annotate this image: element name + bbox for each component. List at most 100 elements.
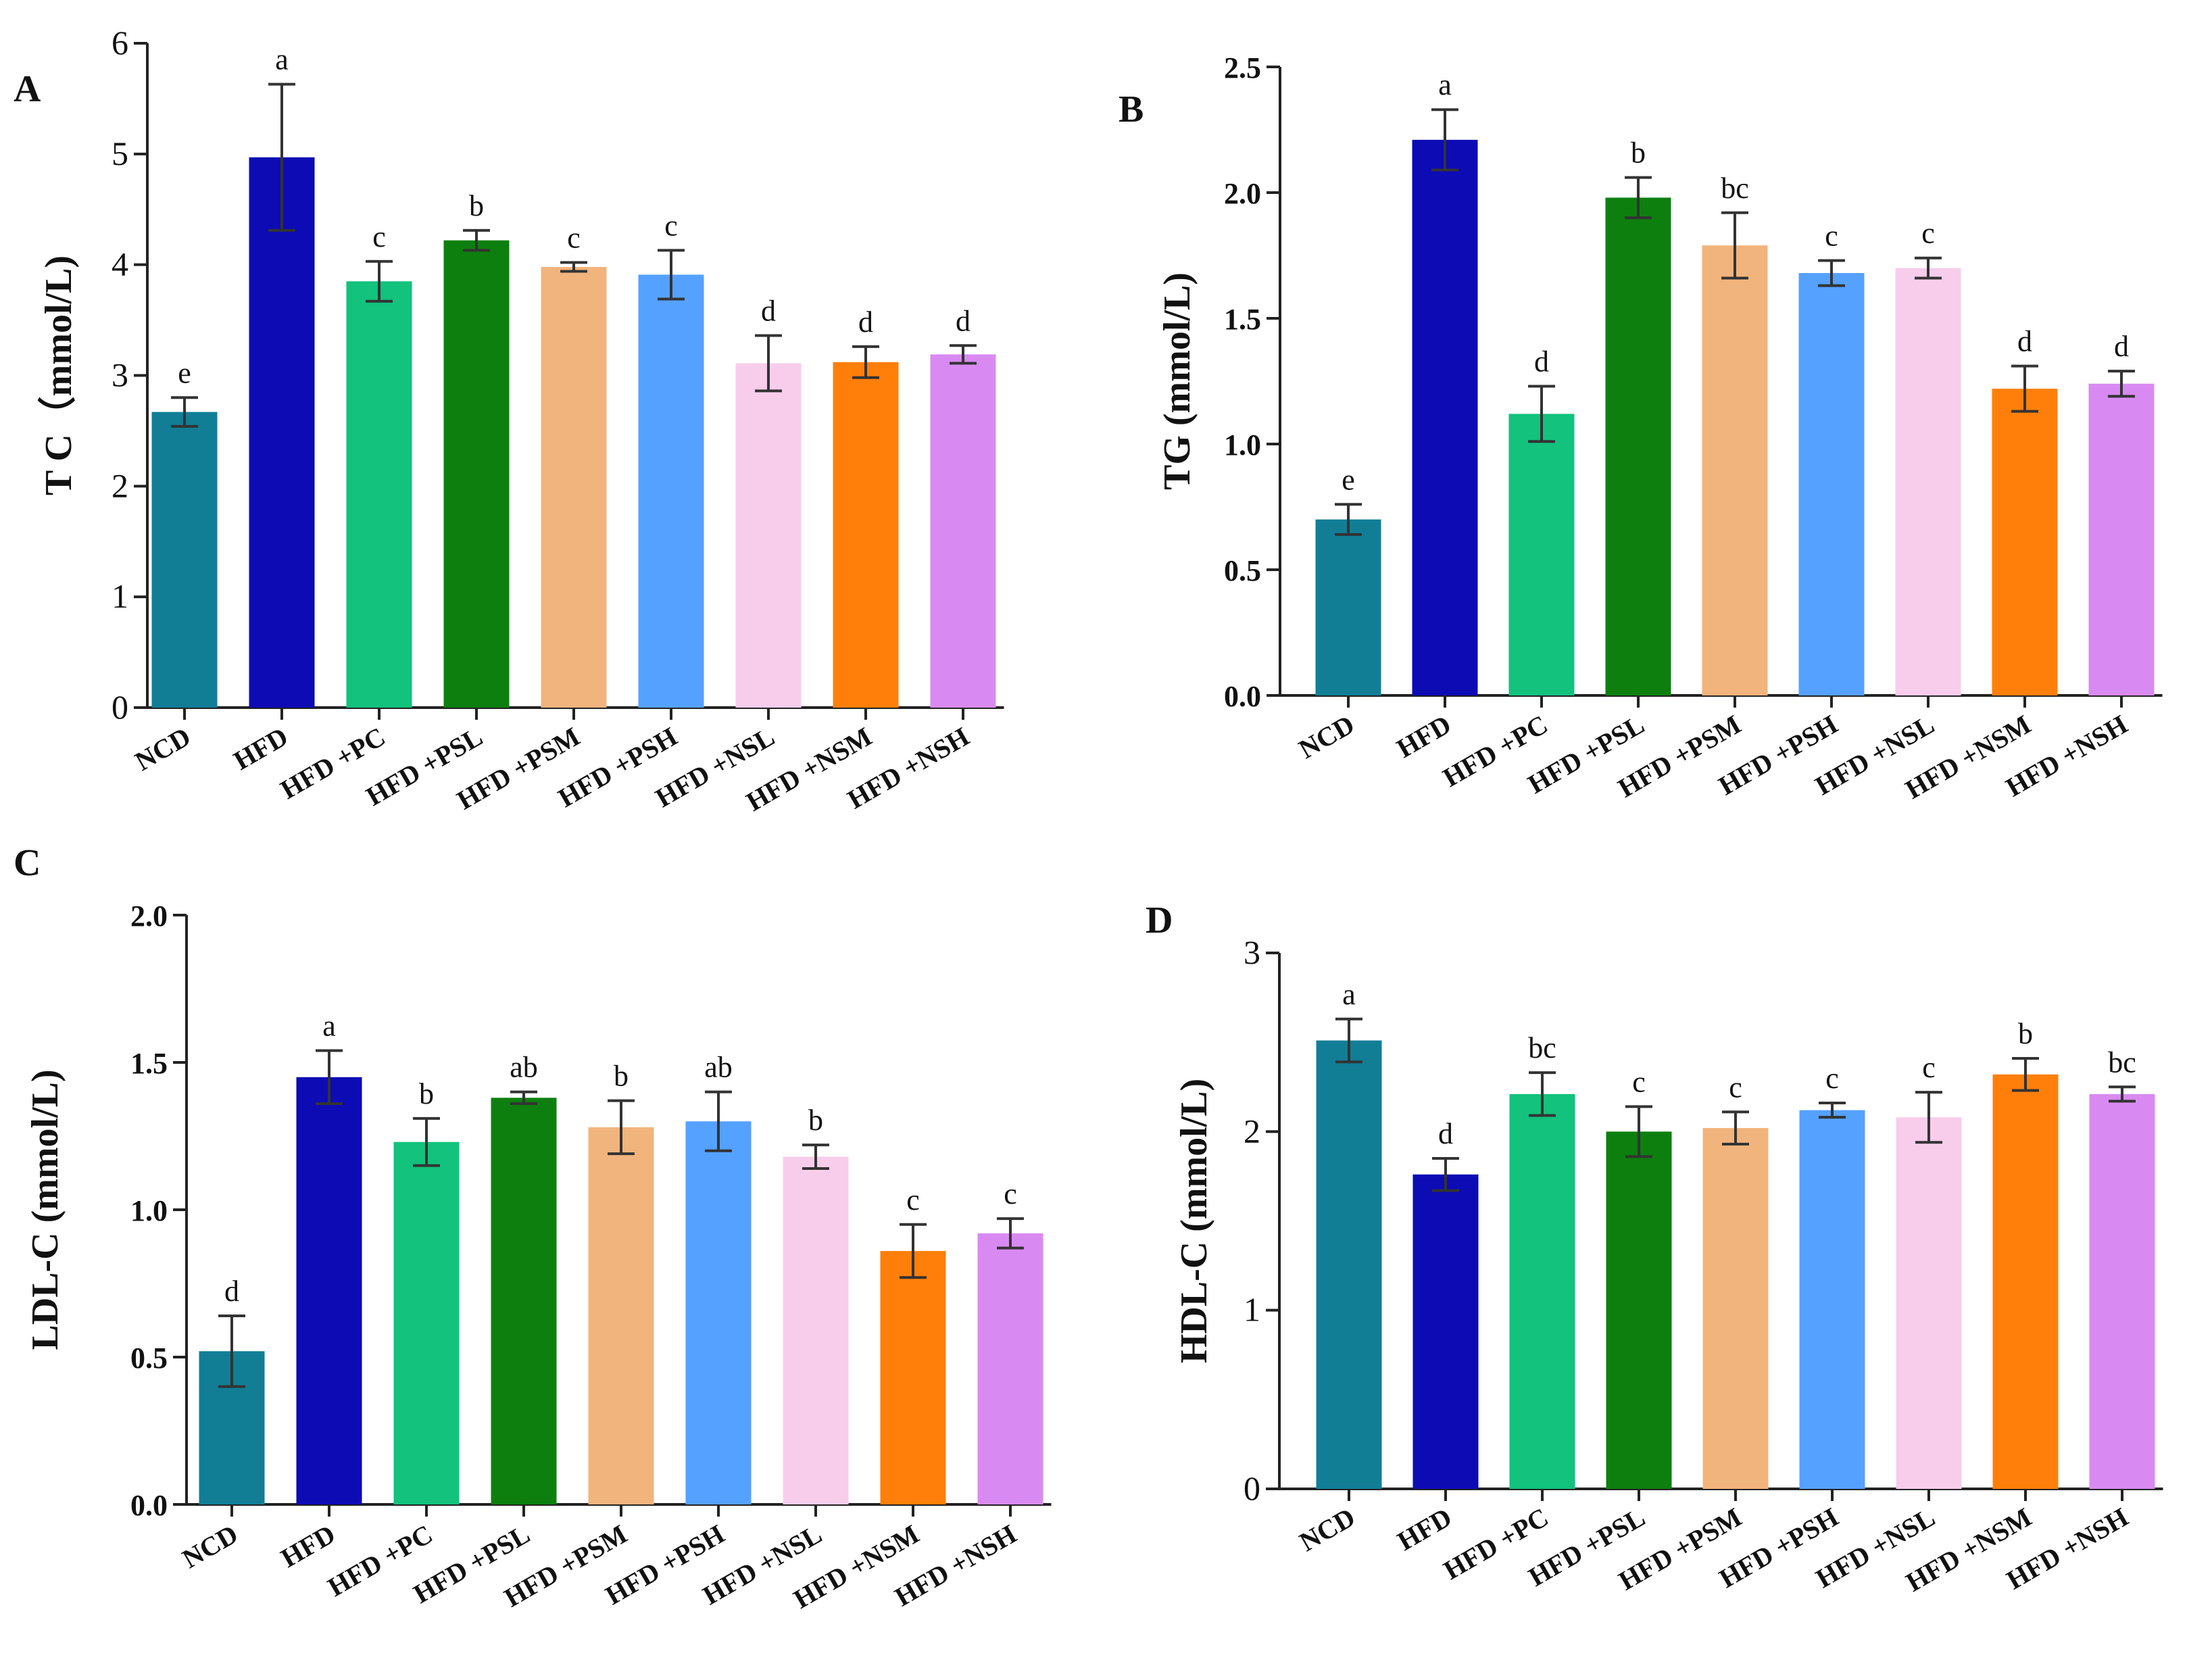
panel-d-bar-hfd-nsl: [1896, 1117, 1962, 1489]
panel-a-y-tick-label: 3: [112, 356, 128, 394]
panel-b-category-label-hfd: HFD: [1392, 709, 1456, 764]
panel-c-sig-label-hfd-psm: b: [614, 1060, 629, 1093]
panel-b: 0.00.51.01.52.02.5TG (mmol/L) eNCDaHFDdHF…: [1156, 51, 2163, 805]
panel-a-y-tick-label: 4: [112, 245, 128, 283]
panel-c-y-tick-label: 1.5: [130, 1047, 168, 1080]
panel-b-bar-hfd-nsm: [1992, 389, 2058, 695]
panel-b-sig-label-hfd-nsh: d: [2114, 330, 2129, 363]
panel-a-bar-hfd-nsm: [833, 362, 899, 708]
panel-a-sig-label-hfd-nsm: d: [858, 305, 873, 339]
panel-c-bar-hfd-psm: [588, 1127, 654, 1504]
panel-a-sig-label-hfd-psl: b: [469, 189, 484, 222]
panel-label-c: C: [14, 842, 41, 884]
panel-d-sig-label-hfd-nsl: c: [1922, 1051, 1936, 1084]
panel-c-y-tick-label: 1.0: [130, 1194, 168, 1227]
panel-a-bar-hfd-psl: [443, 240, 510, 708]
panel-c-y-tick-label: 0.0: [130, 1489, 168, 1522]
panel-c-bar-hfd: [296, 1077, 362, 1504]
panel-c-bar-hfd-pc: [393, 1141, 460, 1504]
panel-b-y-tick-label: 0.5: [1224, 554, 1261, 587]
panel-a-bar-hfd-nsh: [930, 354, 996, 708]
panel-d-sig-label-hfd-psl: c: [1632, 1065, 1646, 1098]
panel-c-sig-label-ncd: d: [224, 1275, 239, 1308]
panel-c-sig-label-hfd-nsh: c: [1004, 1177, 1017, 1210]
panel-label-d: D: [1146, 900, 1173, 941]
panel-c-bar-hfd-psl: [491, 1098, 557, 1504]
panel-label-a: A: [14, 68, 41, 110]
panel-label-b: B: [1119, 89, 1144, 130]
panel-c-category-label-hfd: HFD: [276, 1519, 341, 1573]
panel-b-category-label-ncd: NCD: [1294, 709, 1360, 764]
panel-a-y-tick-label: 2: [112, 466, 128, 504]
panel-a-y-axis-title: T C（mmol/L): [37, 255, 80, 495]
panel-d-sig-label-hfd-psh: c: [1825, 1062, 1839, 1095]
panel-d-y-tick-label: 0: [1244, 1469, 1260, 1507]
panel-d-sig-label-hfd-nsm: b: [2018, 1017, 2033, 1050]
panel-b-bar-hfd-psl: [1605, 197, 1671, 695]
panel-d-y-tick-label: 2: [1244, 1112, 1260, 1150]
panel-a-bar-hfd-pc: [346, 281, 412, 708]
panel-c-sig-label-hfd-nsl: b: [808, 1104, 823, 1137]
panel-a-sig-label-hfd-psm: c: [567, 221, 581, 254]
panel-a-bar-hfd-psh: [638, 274, 704, 708]
panel-d-category-label-ncd: NCD: [1294, 1502, 1360, 1557]
panel-a-bar-hfd-nsl: [735, 363, 802, 708]
panel-d-bar-hfd-psh: [1799, 1110, 1865, 1489]
panel-c-sig-label-hfd-psl: ab: [510, 1051, 538, 1084]
panel-a-y-tick-label: 5: [112, 134, 128, 172]
panel-b-y-axis-title: TG (mmol/L): [1156, 272, 1198, 490]
panel-a-bar-hfd: [249, 157, 315, 708]
panel-d-sig-label-hfd: d: [1438, 1117, 1453, 1150]
panel-b-bar-hfd-pc: [1508, 414, 1575, 695]
panel-b-y-tick-label: 1.5: [1224, 303, 1261, 336]
panel-c-sig-label-hfd-nsm: c: [906, 1183, 920, 1217]
panel-a-sig-label-hfd-pc: c: [372, 220, 386, 253]
panel-d-bar-hfd-pc: [1509, 1094, 1575, 1489]
panel-c-bar-hfd-nsl: [783, 1156, 849, 1504]
panel-b-sig-label-hfd-pc: d: [1534, 345, 1549, 378]
panel-b-bar-hfd-nsl: [1895, 268, 1961, 696]
panel-a-sig-label-hfd: a: [275, 43, 289, 76]
panel-d-bar-hfd: [1412, 1174, 1479, 1489]
panel-a-category-label-ncd: NCD: [130, 721, 196, 777]
panel-b-y-tick-label: 2.0: [1224, 177, 1261, 210]
panel-b-bar-hfd: [1412, 139, 1478, 695]
panel-b-bar-hfd-psm: [1702, 245, 1768, 695]
panel-b-sig-label-hfd-psm: bc: [1721, 172, 1749, 205]
panel-d-y-tick-label: 1: [1244, 1291, 1260, 1329]
panel-d-sig-label-hfd-pc: bc: [1528, 1031, 1556, 1064]
panel-b-bar-hfd-psh: [1798, 273, 1865, 695]
panel-c-bar-hfd-nsh: [977, 1233, 1043, 1504]
panel-c-y-tick-label: 0.5: [130, 1342, 168, 1375]
panel-c-sig-label-hfd-psh: ab: [704, 1051, 733, 1084]
panel-d-sig-label-hfd-psm: c: [1729, 1071, 1742, 1104]
panel-b-sig-label-hfd-nsm: d: [2017, 325, 2032, 358]
panel-d-y-axis-title: HDL-C (mmol/L): [1173, 1079, 1215, 1364]
panel-b-y-tick-label: 0.0: [1224, 680, 1261, 713]
panel-d-sig-label-ncd: a: [1342, 978, 1356, 1011]
panel-a-y-tick-label: 6: [112, 24, 128, 62]
panel-b-sig-label-hfd-nsl: c: [1921, 217, 1935, 250]
panel-a-bar-hfd-psm: [541, 266, 607, 708]
panel-b-sig-label-ncd: e: [1342, 463, 1355, 496]
panel-c-sig-label-hfd-pc: b: [419, 1077, 434, 1110]
panel-b-sig-label-hfd-psh: c: [1825, 219, 1838, 252]
panel-b-sig-label-hfd: a: [1438, 68, 1452, 101]
panel-a-category-label-hfd: HFD: [228, 721, 293, 776]
panel-b-bar-hfd-nsh: [2088, 383, 2155, 695]
panel-c-sig-label-hfd: a: [322, 1010, 336, 1043]
panel-a-sig-label-hfd-nsl: d: [761, 295, 776, 328]
panel-b-bar-ncd: [1315, 519, 1381, 695]
panel-d-bar-hfd-psm: [1702, 1128, 1769, 1489]
panel-c-bar-hfd-psh: [685, 1121, 752, 1504]
panel-d-y-tick-label: 3: [1244, 933, 1260, 971]
panel-c-category-label-ncd: NCD: [177, 1519, 243, 1574]
panel-d-bar-hfd-nsh: [2089, 1094, 2155, 1489]
panel-a-bar-ncd: [151, 412, 218, 708]
panel-d-bar-hfd-nsm: [1992, 1074, 2059, 1489]
panel-a-y-tick-label: 0: [112, 688, 128, 726]
